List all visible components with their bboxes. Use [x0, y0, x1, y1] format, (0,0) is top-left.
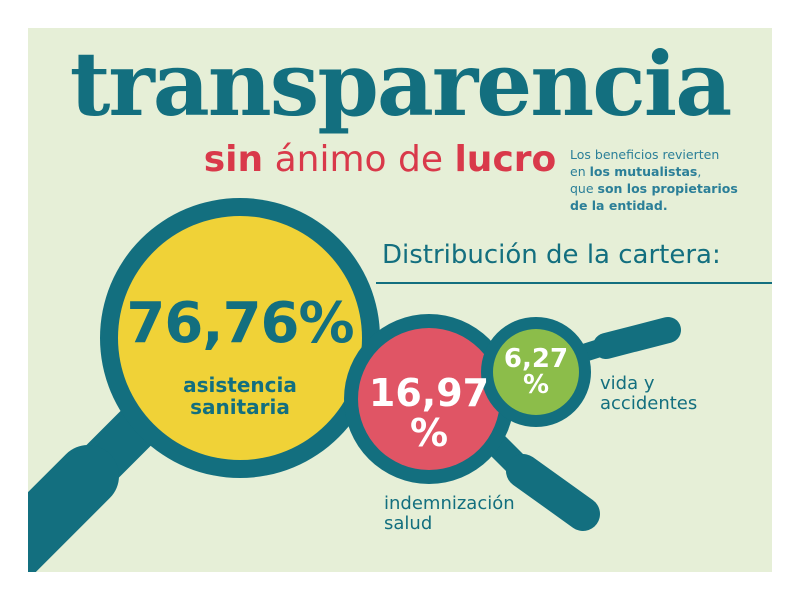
segment-circle-vida-accidentes: [493, 329, 579, 415]
subtitle-animo-de: ánimo de: [274, 139, 444, 180]
value-vida-percent: %: [522, 370, 550, 400]
note-mutualistas: los mutualistas: [589, 164, 698, 179]
note-line-4: de la entidad.: [570, 198, 668, 213]
note-line-2: en los mutualistas,: [570, 163, 770, 180]
note-propietarios: son los propietarios: [597, 181, 738, 196]
value-vida-number: 6,27: [503, 344, 569, 374]
note-line-2a: en: [570, 164, 590, 179]
note-line-2c: ,: [697, 164, 702, 179]
label-asistencia-sanitaria: asistencia sanitaria: [170, 374, 310, 418]
label-salud: salud: [384, 512, 433, 534]
magnifier-illustration: [28, 198, 681, 572]
note-line-1: Los beneficios revierten: [570, 147, 720, 162]
subtitle-lucro: lucro: [454, 139, 557, 180]
value-vida-accidentes: 6,27 %: [496, 346, 576, 398]
value-asistencia-sanitaria: 76,76%: [126, 291, 354, 356]
subtitle-sin: sin: [203, 139, 264, 180]
label-indemnizacion-salud: indemnización salud: [384, 494, 515, 534]
label-asistencia: asistencia: [183, 373, 297, 397]
label-vida-y: vida y: [600, 373, 655, 394]
label-vida-accidentes: vida y accidentes: [600, 374, 697, 414]
infographic-panel: transparencia sin ánimo de lucro Los ben…: [28, 28, 772, 572]
label-sanitaria: sanitaria: [190, 395, 290, 419]
note-line-3: que son los propietarios: [570, 180, 770, 197]
segment-circle-indemnizacion-salud: [358, 328, 500, 470]
subtitle: sin ánimo de lucro: [28, 142, 772, 178]
page-title: transparencia: [69, 32, 732, 136]
label-indemnizacion: indemnización: [384, 493, 515, 514]
label-accidentes: accidentes: [600, 392, 698, 414]
value-indemnizacion-percent: %: [409, 411, 449, 455]
heading-divider: [376, 282, 772, 284]
value-indemnizacion-salud: 16,97 %: [364, 374, 494, 452]
benefits-note: Los beneficios revierten en los mutualis…: [570, 146, 770, 214]
segment-circle-asistencia-sanitaria: [118, 216, 362, 460]
note-line-3a: que: [570, 181, 598, 196]
value-indemnizacion-number: 16,97: [368, 371, 490, 415]
distribution-heading: Distribución de la cartera:: [382, 240, 721, 270]
